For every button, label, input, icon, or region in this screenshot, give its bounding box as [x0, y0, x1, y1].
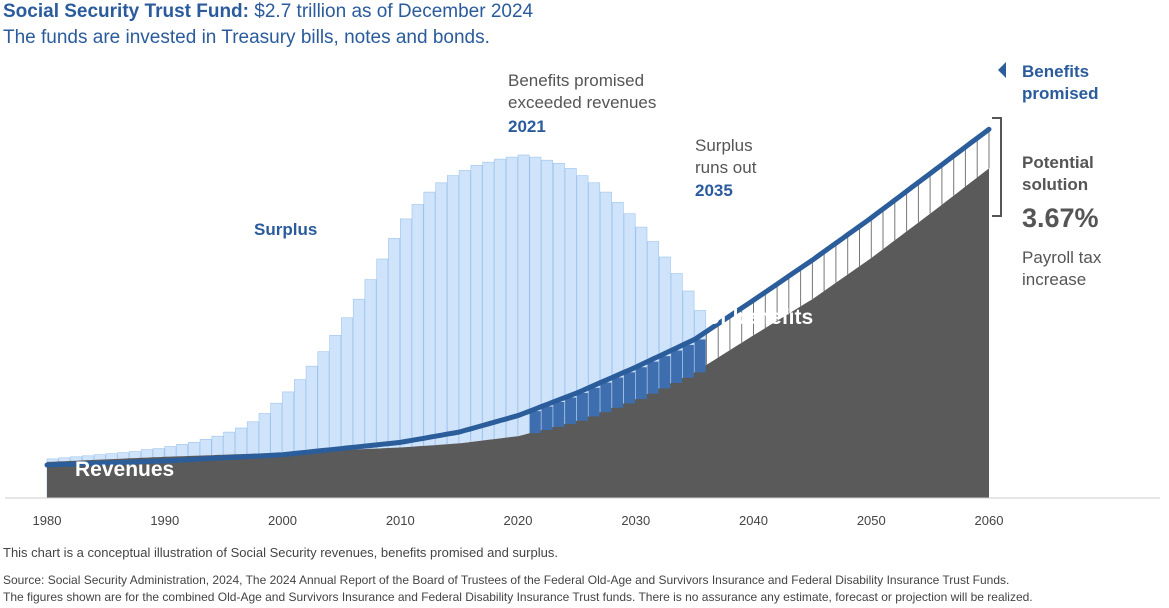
x-tick-label: 2020 — [504, 513, 533, 528]
potential-label-line1: Potential — [1022, 153, 1094, 172]
runs-out-label-line2: runs out — [695, 158, 757, 177]
solution-bracket — [992, 117, 1002, 217]
benefits-promised-line — [44, 126, 992, 468]
chart-subtitle: The funds are invested in Treasury bills… — [3, 27, 490, 48]
benefits-promised-label-line2: promised — [1022, 84, 1099, 103]
gap-bar-funded — [682, 344, 694, 378]
x-tick-label: 2010 — [386, 513, 415, 528]
gap-bar-funded — [576, 392, 588, 421]
revenues-area — [47, 168, 989, 498]
of-benefits-label: of benefits — [707, 306, 813, 329]
gap-bar-funded — [694, 339, 706, 373]
chart-title-rest: $2.7 trillion as of December 2024 — [249, 1, 534, 22]
x-tick-label: 1990 — [150, 513, 179, 528]
chart-note: This chart is a conceptual illustration … — [3, 545, 558, 560]
x-tick-label: 2040 — [739, 513, 768, 528]
gap-bar-funded — [588, 387, 600, 417]
revenues-label: Revenues — [75, 458, 174, 481]
x-axis-ticks: 1980 1990 2000 2010 2020 2030 2040 2050 2060 — [33, 513, 1004, 528]
benefit-gap-bars — [529, 129, 990, 434]
x-tick-label: 1980 — [33, 513, 62, 528]
runs-out-label-line1: Surplus — [695, 136, 753, 155]
gap-bar-funded — [553, 402, 565, 427]
tax-pct-label: 3.67% — [1022, 203, 1099, 233]
gap-bar-funded — [624, 372, 635, 404]
benefits-promised-label-line1: Benefits — [1022, 62, 1089, 81]
exceeded-year: 2021 — [508, 117, 546, 136]
x-tick-label: 2000 — [268, 513, 297, 528]
source-line-2: The figures shown are for the combined O… — [3, 590, 1033, 604]
chart-title-bold: Social Security Trust Fund: — [3, 1, 249, 22]
gap-bar-funded — [671, 350, 683, 383]
surplus-label: Surplus — [254, 220, 317, 239]
potential-label-line2: solution — [1022, 175, 1088, 194]
gap-bar-funded — [612, 377, 624, 408]
gap-bar-funded — [529, 411, 541, 434]
gap-bar-funded — [647, 361, 659, 394]
chart-title: Social Security Trust Fund: $2.7 trillio… — [3, 1, 533, 23]
gap-bar-funded — [635, 367, 647, 400]
benefits-arrow-icon — [998, 62, 1006, 78]
exceeded-label-line2: exceeded revenues — [508, 93, 656, 112]
exceeded-label-line1: Benefits promised — [508, 71, 644, 90]
source-line-1: Source: Social Security Administration, … — [3, 573, 1010, 587]
x-tick-label: 2060 — [975, 513, 1004, 528]
x-tick-label: 2050 — [857, 513, 886, 528]
gap-bar-funded — [600, 382, 612, 413]
gap-bar-funded — [659, 356, 671, 389]
runs-out-year: 2035 — [695, 181, 733, 200]
gap-bar-funded — [565, 397, 577, 424]
x-tick-label: 2030 — [621, 513, 650, 528]
payroll-label-line1: Payroll tax — [1022, 248, 1102, 267]
gap-bar-funded — [541, 406, 553, 430]
payroll-label-line2: increase — [1022, 270, 1086, 289]
pct-benefits-label: 79% — [707, 278, 749, 301]
trust-fund-chart: 1980 1990 2000 2010 2020 2030 2040 2050 2060 Sur… — [5, 62, 1160, 528]
